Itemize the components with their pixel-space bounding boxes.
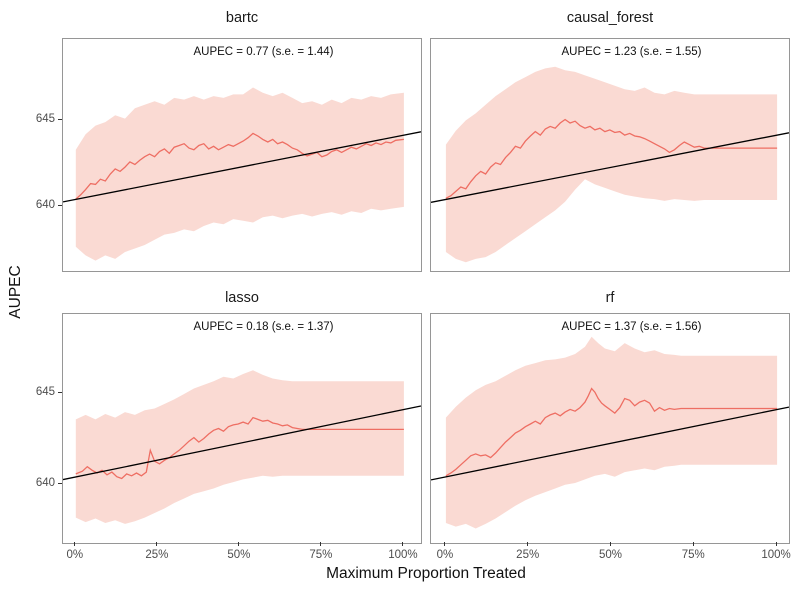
- x-tick-label: 75%: [681, 549, 705, 561]
- aupec-annotation: AUPEC = 0.77 (s.e. = 1.44): [193, 46, 334, 58]
- x-tick-label: 25%: [145, 549, 169, 561]
- facet-panel-bartc: AUPEC = 0.77 (s.e. = 1.44): [62, 38, 422, 272]
- facet-title-lasso: lasso: [225, 290, 259, 306]
- reference-line: [431, 406, 789, 481]
- facet-panel-causal-forest: AUPEC = 1.23 (s.e. = 1.55): [430, 38, 790, 272]
- reference-line: [63, 405, 421, 481]
- x-tick-label: 75%: [309, 549, 333, 561]
- aupec-annotation: AUPEC = 0.18 (s.e. = 1.37): [193, 321, 334, 333]
- x-tick-mark: [74, 542, 76, 546]
- facet-panel-lasso: AUPEC = 0.18 (s.e. = 1.37): [62, 313, 422, 544]
- x-tick-label: 0%: [66, 549, 84, 561]
- reference-line: [63, 131, 421, 203]
- plot-area-rf: [431, 336, 789, 529]
- aupec-line: [75, 416, 404, 480]
- y-tick-label: 645: [35, 386, 55, 399]
- y-tick-mark: [58, 392, 62, 394]
- x-tick-mark: [775, 542, 777, 546]
- confidence-band: [75, 87, 404, 261]
- x-axis-title: Maximum Proportion Treated: [326, 565, 526, 582]
- x-tick-label: 100%: [761, 549, 791, 561]
- x-tick-mark: [692, 542, 694, 546]
- facet-panel-rf: AUPEC = 1.37 (s.e. = 1.56): [430, 313, 790, 544]
- plot-area-bartc: [63, 87, 421, 261]
- x-tick-mark: [238, 542, 240, 546]
- aupec-line: [445, 387, 778, 477]
- x-tick-label: 50%: [598, 549, 622, 561]
- facet-title-bartc: bartc: [225, 10, 259, 26]
- y-tick-label: 640: [35, 477, 55, 490]
- x-tick-mark: [156, 542, 158, 546]
- x-tick-label: 50%: [227, 549, 251, 561]
- plot-area-causal-forest: [431, 66, 789, 263]
- plot-area-lasso: [63, 370, 421, 524]
- facet-title-rf: rf: [605, 290, 615, 306]
- facet-title-causal-forest: causal_forest: [566, 10, 654, 26]
- aupec-annotation: AUPEC = 1.23 (s.e. = 1.55): [561, 46, 702, 58]
- x-tick-label: 25%: [516, 549, 540, 561]
- aupec-annotation: AUPEC = 1.37 (s.e. = 1.56): [561, 321, 702, 333]
- aupec-line: [445, 118, 778, 199]
- x-tick-mark: [527, 542, 529, 546]
- confidence-band: [445, 336, 778, 529]
- y-tick-mark: [58, 483, 62, 485]
- x-tick-mark: [609, 542, 611, 546]
- x-tick-mark: [444, 542, 446, 546]
- aupec-line: [75, 132, 404, 200]
- reference-line: [431, 132, 789, 203]
- x-tick-mark: [320, 542, 322, 546]
- y-tick-mark: [58, 205, 62, 207]
- y-tick-label: 640: [35, 199, 55, 212]
- confidence-band: [445, 66, 778, 263]
- x-tick-label: 0%: [436, 549, 454, 561]
- y-tick-mark: [58, 118, 62, 120]
- y-axis-title: AUPEC: [7, 265, 24, 319]
- x-tick-mark: [402, 542, 404, 546]
- y-tick-label: 645: [35, 112, 55, 125]
- x-tick-label: 100%: [388, 549, 418, 561]
- confidence-band: [75, 370, 404, 524]
